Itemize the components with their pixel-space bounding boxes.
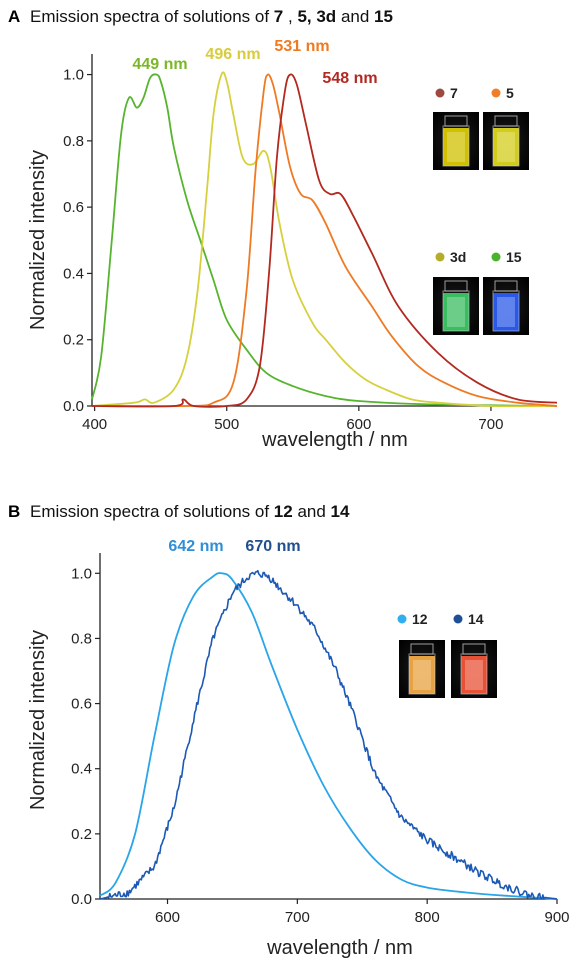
panel-b-title-compound-1: 12 [274, 502, 293, 521]
legend-marker-15 [491, 252, 501, 262]
vial-photo-14 [451, 640, 497, 698]
x-tick-label: 700 [285, 909, 310, 926]
vial-liquid [443, 128, 469, 166]
vial-highlight [447, 132, 465, 162]
vial-photo-7 [433, 112, 479, 170]
y-tick-label: 1.0 [63, 67, 84, 84]
vial-liquid [493, 128, 519, 166]
vial-outline [460, 653, 488, 695]
vial-liquid [461, 656, 487, 694]
panel-a-title-compound-2: 5, 3d [297, 7, 336, 26]
vial-photo-3d [433, 277, 479, 335]
panel-a-letter: A [8, 7, 20, 26]
y-tick-label: 0.4 [63, 265, 84, 282]
panel-b-title-text: Emission spectra of solutions of [30, 502, 269, 521]
panel-b-letter: B [8, 502, 20, 521]
panel-a-title-compound-3: 15 [374, 7, 393, 26]
x-tick-label: 600 [155, 909, 180, 926]
vial-photo-5 [483, 112, 529, 170]
panel-a: A Emission spectra of solutions of 7 , 5… [8, 7, 558, 451]
panel-b: B Emission spectra of solutions of 12 an… [8, 502, 570, 959]
x-tick-label: 900 [544, 909, 569, 926]
panel-a-ylabel: Normalized intensity [27, 150, 49, 330]
legend-marker-12 [397, 614, 407, 624]
vial-photo-15 [483, 277, 529, 335]
panel-b-xlabel: wavelength / nm [266, 937, 413, 959]
y-tick-label: 0.0 [71, 891, 92, 908]
vial-outline [442, 125, 470, 167]
plot-area-b: 0.0 0.2 0.4 0.6 0.8 1.0 600 700 800 900 642 nm 670 … [71, 538, 569, 926]
panel-b-title-joiner-1: and [297, 502, 330, 521]
y-tick-label: 0.6 [63, 199, 84, 216]
vial-liquid [493, 293, 519, 331]
y-tick-label: 0.4 [71, 761, 92, 778]
x-tick-label: 400 [82, 416, 107, 433]
legend-label-5: 5 [506, 85, 514, 101]
legend-label-7: 7 [450, 85, 458, 101]
series-line-5 [91, 73, 558, 408]
legend-marker-3d [435, 252, 445, 262]
x-tick-label: 600 [346, 416, 371, 433]
vial-liquid [443, 293, 469, 331]
x-tick-label: 500 [214, 416, 239, 433]
peak-label: 670 nm [245, 538, 300, 555]
panel-b-title: Emission spectra of solutions of 12 and … [30, 502, 350, 521]
legend-marker-5 [491, 88, 501, 98]
vial-outline [408, 653, 436, 695]
peak-label: 642 nm [168, 538, 223, 555]
vial-highlight [447, 297, 465, 327]
peak-label: 548 nm [322, 70, 377, 87]
legend-marker-14 [453, 614, 463, 624]
y-tick-label: 0.6 [71, 696, 92, 713]
x-tick-label: 700 [478, 416, 503, 433]
panel-a-xlabel: wavelength / nm [261, 429, 408, 451]
y-tick-label: 0.8 [71, 630, 92, 647]
series-line-12 [99, 572, 558, 900]
peak-label: 449 nm [132, 56, 187, 73]
vial-outline [492, 125, 520, 167]
legend-label-3d: 3d [450, 249, 466, 265]
panel-b-ylabel: Normalized intensity [27, 630, 49, 810]
legend-marker-7 [435, 88, 445, 98]
vial-outline [492, 290, 520, 332]
panel-a-title: Emission spectra of solutions of 7 , 5, … [30, 7, 393, 26]
panel-a-title-text: Emission spectra of solutions of [30, 7, 269, 26]
vial-highlight [497, 297, 515, 327]
vial-highlight [497, 132, 515, 162]
vial-liquid [409, 656, 435, 694]
panel-a-title-compound-1: 7 [274, 7, 283, 26]
y-tick-label: 0.8 [63, 133, 84, 150]
panel-a-title-joiner-1: , [288, 7, 297, 26]
series-line-3d [91, 71, 558, 408]
legend-label-14: 14 [468, 611, 484, 627]
vial-highlight [413, 660, 431, 690]
peak-label: 531 nm [274, 38, 329, 55]
x-tick-label: 800 [415, 909, 440, 926]
vial-outline [442, 290, 470, 332]
vial-photo-12 [399, 640, 445, 698]
y-tick-label: 0.2 [63, 332, 84, 349]
legend-label-12: 12 [412, 611, 428, 627]
series-line-15 [91, 73, 558, 407]
panel-a-title-joiner-2: and [341, 7, 374, 26]
peak-label: 496 nm [205, 46, 260, 63]
series-line-7 [91, 73, 558, 408]
y-tick-label: 1.0 [71, 565, 92, 582]
vial-highlight [465, 660, 483, 690]
plot-area-a: 0.0 0.2 0.4 0.6 0.8 1.0 400 500 600 700 449 nm 496 … [63, 38, 558, 433]
panel-b-title-compound-2: 14 [331, 502, 350, 521]
series-line-14 [99, 569, 558, 900]
y-tick-label: 0.2 [71, 826, 92, 843]
legend-label-15: 15 [506, 249, 522, 265]
y-tick-label: 0.0 [63, 398, 84, 415]
